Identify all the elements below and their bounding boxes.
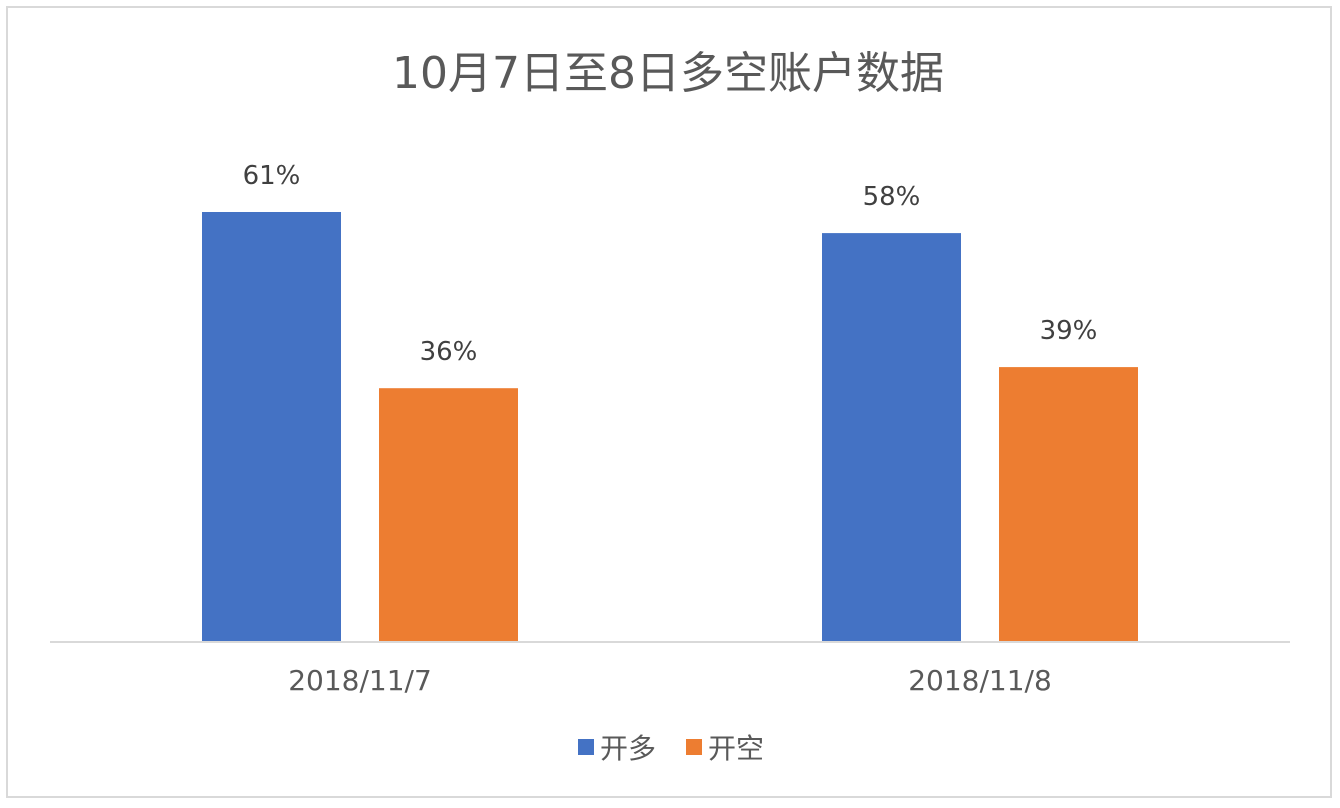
x-tick-label: 2018/11/7 (288, 664, 432, 697)
legend-label: 开空 (708, 732, 764, 765)
data-label: 61% (243, 161, 301, 191)
legend: 开多 开空 (578, 732, 764, 765)
x-tick-label: 2018/11/8 (908, 664, 1052, 697)
plot-area: 61% 36% 58% 39% (202, 161, 1138, 642)
bar-long-1 (202, 212, 341, 642)
legend-swatch (686, 739, 702, 755)
chart-title: 10月7日至8日多空账户数据 (392, 48, 944, 99)
legend-swatch (578, 739, 594, 755)
data-label: 36% (420, 337, 478, 367)
data-label: 39% (1040, 316, 1098, 346)
x-axis-ticks: 2018/11/7 2018/11/8 (288, 664, 1052, 697)
legend-label: 开多 (600, 732, 656, 765)
bar-short-1 (379, 388, 518, 642)
data-label: 58% (863, 182, 921, 212)
bar-short-2 (999, 367, 1138, 642)
bar-long-2 (822, 233, 961, 642)
